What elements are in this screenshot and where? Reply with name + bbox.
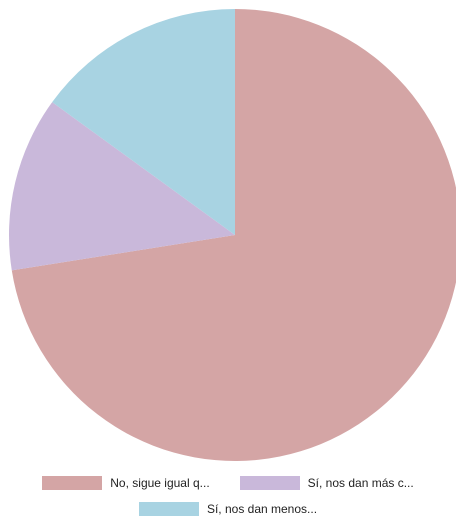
legend-row-2: Sí, nos dan menos... bbox=[0, 502, 456, 516]
pie-slice-1[interactable] bbox=[8, 102, 236, 271]
pie-chart bbox=[8, 9, 456, 461]
legend-item-0[interactable]: No, sigue igual q... bbox=[42, 476, 210, 490]
pie-slices bbox=[8, 9, 456, 461]
legend-swatch-0 bbox=[42, 476, 103, 490]
legend-row-1: No, sigue igual q... Sí, nos dan más c..… bbox=[0, 476, 456, 490]
legend-item-2[interactable]: Sí, nos dan menos... bbox=[138, 502, 318, 516]
legend-label-1: Sí, nos dan más c... bbox=[307, 476, 414, 490]
legend-label-2: Sí, nos dan menos... bbox=[206, 502, 318, 516]
pie-slice-0[interactable] bbox=[11, 9, 456, 461]
legend-label-0: No, sigue igual q... bbox=[110, 476, 210, 490]
legend-item-1[interactable]: Sí, nos dan más c... bbox=[239, 476, 414, 490]
pie-slice-2[interactable] bbox=[52, 9, 236, 235]
legend-swatch-1 bbox=[239, 476, 300, 490]
legend-swatch-2 bbox=[138, 502, 199, 516]
